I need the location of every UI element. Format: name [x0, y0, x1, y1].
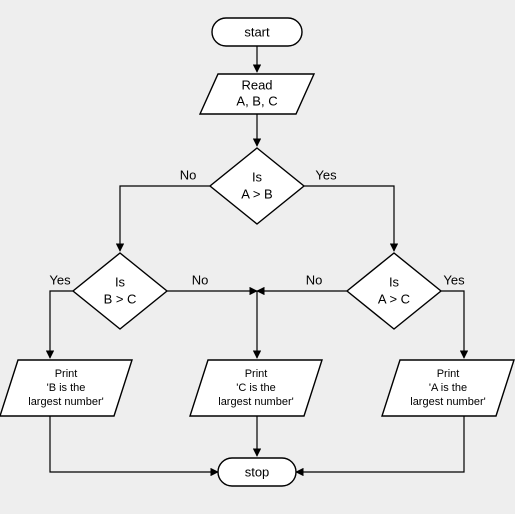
ab-line1: Is [252, 169, 263, 184]
node-print-c: Print 'C is the largest number' [190, 360, 322, 416]
ac-line1: Is [389, 274, 400, 289]
read-line1: Read [241, 77, 272, 92]
label-ab-no: No [180, 167, 197, 182]
node-decision-ac: Is A > C [347, 253, 441, 329]
read-line2: A, B, C [236, 93, 277, 108]
edge-ac-yes [441, 291, 464, 358]
label-ac-yes: Yes [443, 272, 465, 287]
outa-line1: Print [437, 368, 460, 380]
outa-line3: largest number' [410, 396, 485, 408]
node-start: start [212, 18, 302, 46]
stop-label: stop [245, 464, 270, 479]
node-decision-ab: Is A > B [210, 148, 304, 224]
edge-outa-stop [296, 416, 464, 472]
edge-ab-no [120, 186, 210, 251]
outa-line2: 'A is the [429, 382, 467, 394]
node-print-a: Print 'A is the largest number' [382, 360, 514, 416]
bc-line1: Is [115, 274, 126, 289]
ac-line2: A > C [378, 291, 410, 306]
outb-line3: largest number' [28, 396, 103, 408]
outb-line2: 'B is the [47, 382, 86, 394]
label-bc-no: No [192, 272, 209, 287]
outc-line2: 'C is the [236, 382, 275, 394]
bc-line2: B > C [104, 291, 137, 306]
label-ab-yes: Yes [315, 167, 337, 182]
node-stop: stop [218, 458, 296, 486]
flowchart-canvas: start Read A, B, C Is A > B No Yes Is B … [0, 0, 515, 514]
ab-line2: A > B [241, 186, 272, 201]
outc-line1: Print [245, 368, 268, 380]
edge-ab-yes [304, 186, 394, 251]
edge-outb-stop [50, 416, 218, 472]
node-decision-bc: Is B > C [73, 253, 167, 329]
outb-line1: Print [55, 368, 78, 380]
edge-bc-yes [50, 291, 73, 358]
start-label: start [244, 24, 270, 39]
outc-line3: largest number' [218, 396, 293, 408]
label-bc-yes: Yes [49, 272, 71, 287]
node-read: Read A, B, C [200, 74, 314, 114]
node-print-b: Print 'B is the largest number' [0, 360, 132, 416]
label-ac-no: No [306, 272, 323, 287]
